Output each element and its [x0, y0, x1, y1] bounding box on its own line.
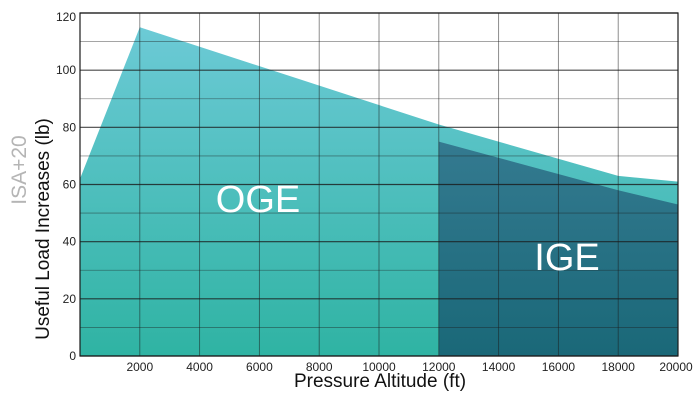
- y-tick-label: 60: [63, 178, 77, 192]
- isa-condition-label: ISA+20: [8, 135, 31, 204]
- y-tick-label: 120: [56, 10, 76, 24]
- x-tick-label: 10000: [362, 360, 396, 374]
- x-axis-title: Pressure Altitude (ft): [294, 371, 466, 392]
- plot-border: [79, 12, 679, 357]
- y-tick-labels: 0 20 40 60 80 100 120: [56, 10, 76, 363]
- x-tick-label: 4000: [186, 360, 213, 374]
- x-tick-labels: 2000 4000 6000 8000 10000 12000 14000 16000 1800…: [126, 360, 693, 374]
- x-tick-label: 6000: [246, 360, 273, 374]
- x-tick-label: 8000: [306, 360, 333, 374]
- x-tick-label: 18000: [602, 360, 636, 374]
- y-tick-label: 100: [56, 63, 76, 77]
- y-tick-label: 0: [69, 349, 76, 363]
- x-tick-label: 20000: [659, 360, 693, 374]
- y-tick-label: 20: [63, 292, 77, 306]
- oge-label: OGE: [216, 179, 300, 221]
- grid-lines: [79, 12, 679, 357]
- y-axis-title: Useful Load Increases (lb): [33, 118, 54, 340]
- y-tick-label: 40: [63, 235, 77, 249]
- x-tick-label: 12000: [422, 360, 456, 374]
- ige-label: IGE: [534, 237, 599, 279]
- x-tick-label: 14000: [482, 360, 516, 374]
- y-tick-label: 80: [63, 120, 77, 134]
- x-tick-label: 16000: [542, 360, 576, 374]
- x-tick-label: 2000: [126, 360, 153, 374]
